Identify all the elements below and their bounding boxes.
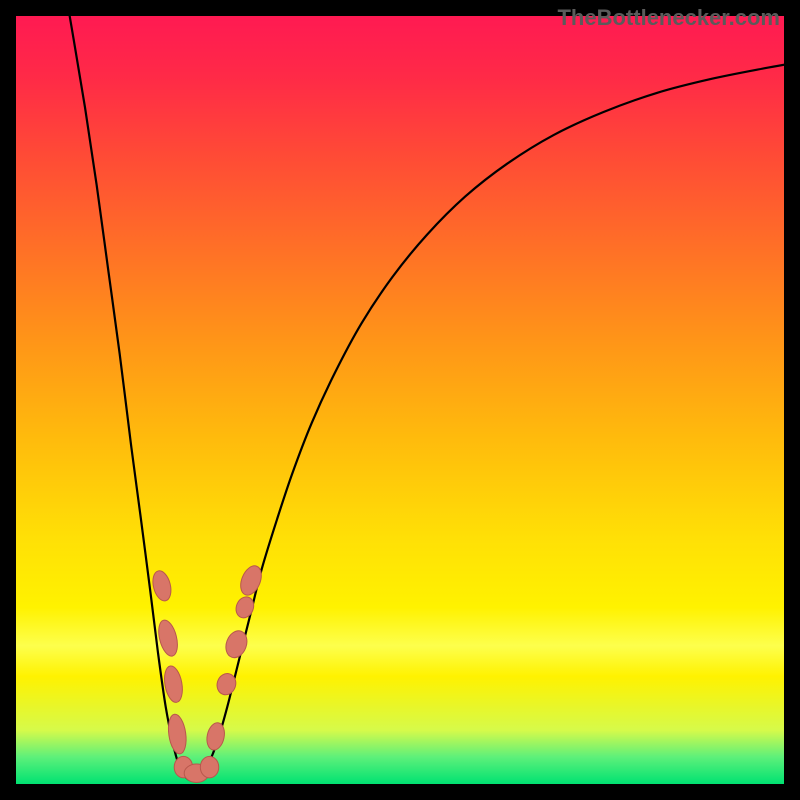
plot-area	[16, 16, 784, 784]
watermark-text: TheBottlenecker.com	[557, 5, 780, 31]
background-gradient	[16, 16, 784, 784]
chart-frame: TheBottlenecker.com	[0, 0, 800, 800]
data-marker	[200, 756, 218, 778]
chart-svg	[16, 16, 784, 784]
